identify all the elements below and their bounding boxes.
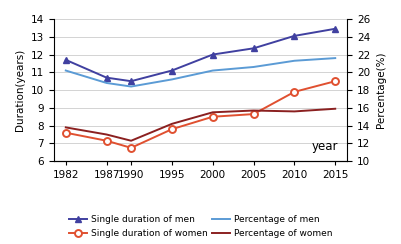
Legend: Single duration of men, Single duration of women, Percentage of men, Percentage : Single duration of men, Single duration … bbox=[67, 213, 334, 240]
Y-axis label: Duration(years): Duration(years) bbox=[15, 49, 25, 131]
Y-axis label: Percentage(%): Percentage(%) bbox=[376, 52, 386, 128]
Text: year: year bbox=[312, 140, 339, 153]
